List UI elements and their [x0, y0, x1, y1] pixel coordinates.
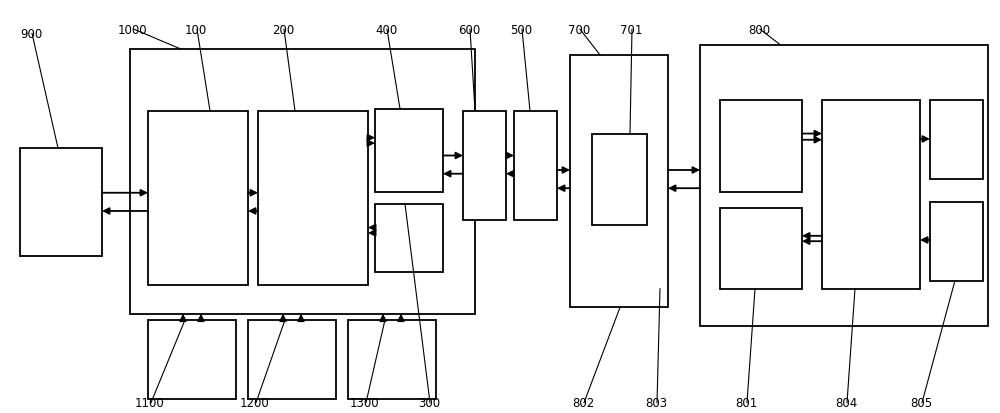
Text: 701: 701	[620, 24, 642, 37]
Text: 1100: 1100	[135, 396, 165, 409]
Bar	[570, 56, 668, 308]
Bar	[20, 149, 102, 256]
Bar	[130, 50, 475, 314]
Bar	[375, 109, 443, 192]
Bar	[148, 320, 236, 399]
Text: 100: 100	[185, 24, 207, 37]
Bar	[930, 101, 983, 180]
Text: 804: 804	[835, 396, 857, 409]
Text: 200: 200	[272, 24, 294, 37]
Bar	[720, 101, 802, 192]
Bar	[258, 112, 368, 285]
Text: 802: 802	[572, 396, 594, 409]
Bar	[822, 101, 920, 289]
Bar	[930, 202, 983, 281]
Bar	[700, 45, 988, 326]
Text: 1200: 1200	[240, 396, 270, 409]
Text: 801: 801	[735, 396, 757, 409]
Text: 805: 805	[910, 396, 932, 409]
Text: 500: 500	[510, 24, 532, 37]
Bar	[248, 320, 336, 399]
Bar	[592, 134, 647, 225]
Text: 803: 803	[645, 396, 667, 409]
Bar	[375, 204, 443, 273]
Bar	[348, 320, 436, 399]
Text: 300: 300	[418, 396, 440, 409]
Text: 700: 700	[568, 24, 590, 37]
Text: 400: 400	[375, 24, 397, 37]
Text: 800: 800	[748, 24, 770, 37]
Text: 1300: 1300	[350, 396, 380, 409]
Text: 1000: 1000	[118, 24, 148, 37]
Bar	[720, 209, 802, 289]
Bar	[514, 112, 557, 221]
Text: 900: 900	[20, 28, 42, 41]
Text: 600: 600	[458, 24, 480, 37]
Bar	[148, 112, 248, 285]
Bar	[463, 112, 506, 221]
